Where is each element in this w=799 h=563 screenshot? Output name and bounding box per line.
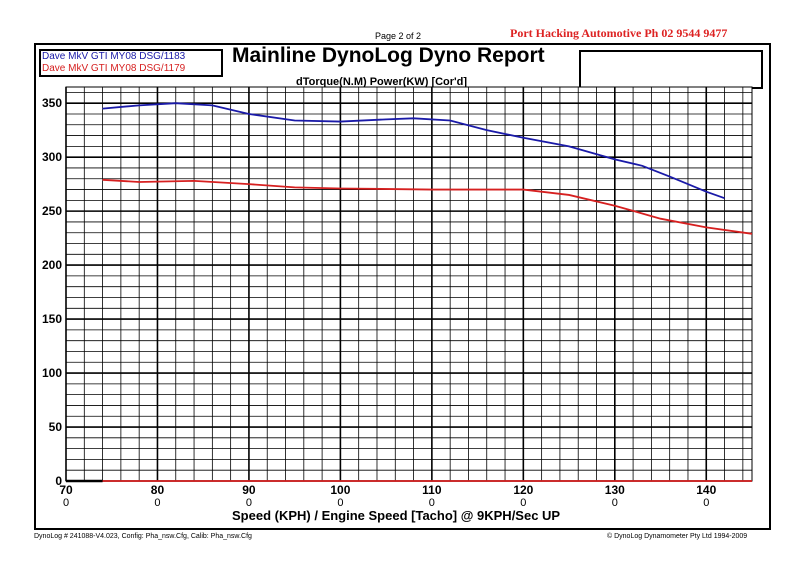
y-tick-label: 100 [42,366,62,380]
legend-entry-1183: Dave MkV GTI MY08 DSG/1183 [42,51,186,62]
x-tick-label: 130 [605,483,625,497]
x-tick-rpm-label: 0 [612,497,618,509]
x-tick-label: 70 [59,483,73,497]
y-tick-label: 250 [42,204,62,218]
report-frame [34,43,771,530]
y-tick-label: 200 [42,258,62,272]
series-line-1 [102,102,725,200]
footer-config: DynoLog # 241088-V4.023, Config: Pha_nsw… [34,533,252,540]
plot-background [65,86,753,482]
y-tick-label: 50 [49,420,63,434]
page-number: Page 2 of 2 [375,31,422,41]
x-tick-label: 80 [151,483,165,497]
x-tick-rpm-label: 0 [429,497,435,509]
legend-entry-1179: Dave MkV GTI MY08 DSG/1179 [42,63,186,74]
x-tick-rpm-label: 0 [63,497,69,509]
x-tick-rpm-label: 0 [337,497,343,509]
legend: Dave MkV GTI MY08 DSG/1183 Dave MkV GTI … [39,49,223,77]
x-tick-rpm-label: 0 [246,497,252,509]
x-tick-label: 140 [696,483,716,497]
y-tick-label: 0 [55,474,62,488]
series-line-2 [102,178,753,235]
y-tick-label: 350 [42,96,62,110]
x-tick-rpm-label: 0 [703,497,709,509]
x-tick-label: 90 [242,483,256,497]
x-tick-rpm-label: 0 [520,497,526,509]
chart-title: Mainline DynoLog Dyno Report [232,44,545,67]
x-axis-label: Speed (KPH) / Engine Speed [Tacho] @ 9KP… [232,508,561,523]
x-tick-label: 100 [330,483,350,497]
y-tick-label: 300 [42,150,62,164]
y-tick-label: 150 [42,312,62,326]
x-tick-label: 120 [513,483,533,497]
chart-subtitle: dTorque(N.M) Power(KW) [Cor'd] [296,76,468,88]
x-tick-label: 110 [422,483,442,497]
footer-copyright: © DynoLog Dynamometer Pty Ltd 1994-2009 [607,533,748,540]
shop-name: Port Hacking Automotive Ph 02 9544 9477 [510,26,728,40]
x-tick-rpm-label: 0 [154,497,160,509]
